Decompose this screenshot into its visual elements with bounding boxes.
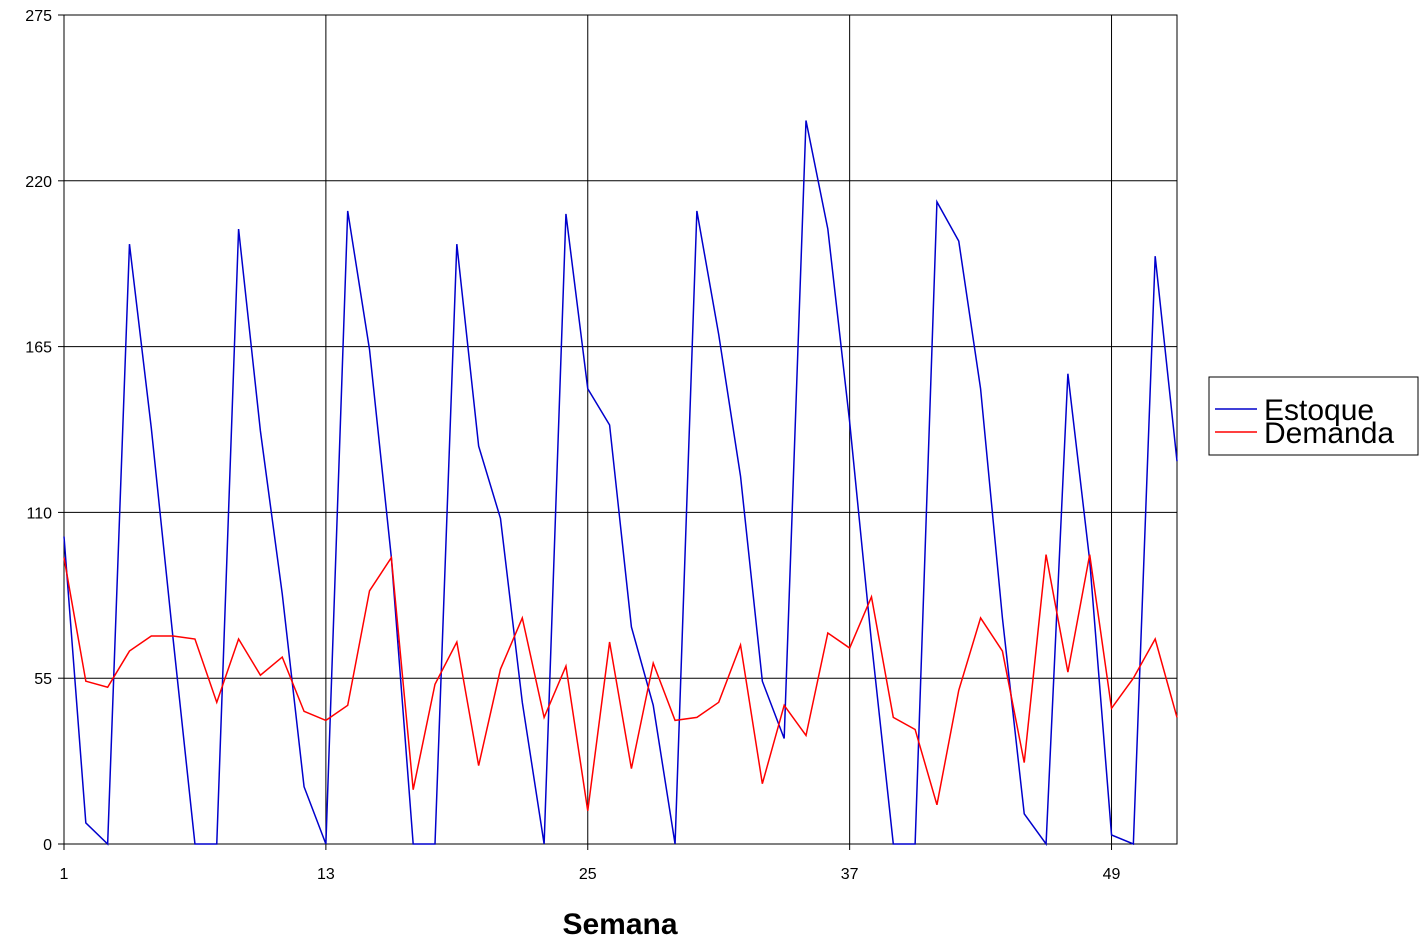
y-tick-label: 275: [25, 8, 52, 25]
y-tick-label: 0: [43, 837, 52, 854]
legend: Estoque Demanda: [1208, 376, 1419, 456]
x-tick-label: 13: [317, 866, 335, 883]
legend-label-estoque: Estoque: [1264, 394, 1374, 427]
x-axis-title: Semana: [562, 908, 677, 941]
x-axis-tick-labels: 1 13 25 37 49: [60, 866, 1121, 883]
y-tick-label: 165: [25, 340, 52, 357]
y-axis-tick-labels: 0 55 110 165 220 275: [25, 8, 52, 854]
x-tick-label: 1: [60, 866, 69, 883]
series-lines: [63, 120, 1178, 847]
legend-box: [1208, 376, 1419, 456]
plot-border: [63, 14, 1178, 845]
legend-label-demanda: Demanda: [1264, 417, 1394, 450]
x-tick-label: 49: [1103, 866, 1121, 883]
series-line-demanda: [63, 554, 1178, 811]
x-tick-label: 25: [579, 866, 597, 883]
series-line-estoque: [63, 120, 1178, 847]
y-tick-label: 55: [34, 671, 52, 688]
x-tick-label: 37: [841, 866, 859, 883]
y-tick-label: 220: [25, 174, 52, 191]
y-tick-label: 110: [26, 505, 52, 522]
